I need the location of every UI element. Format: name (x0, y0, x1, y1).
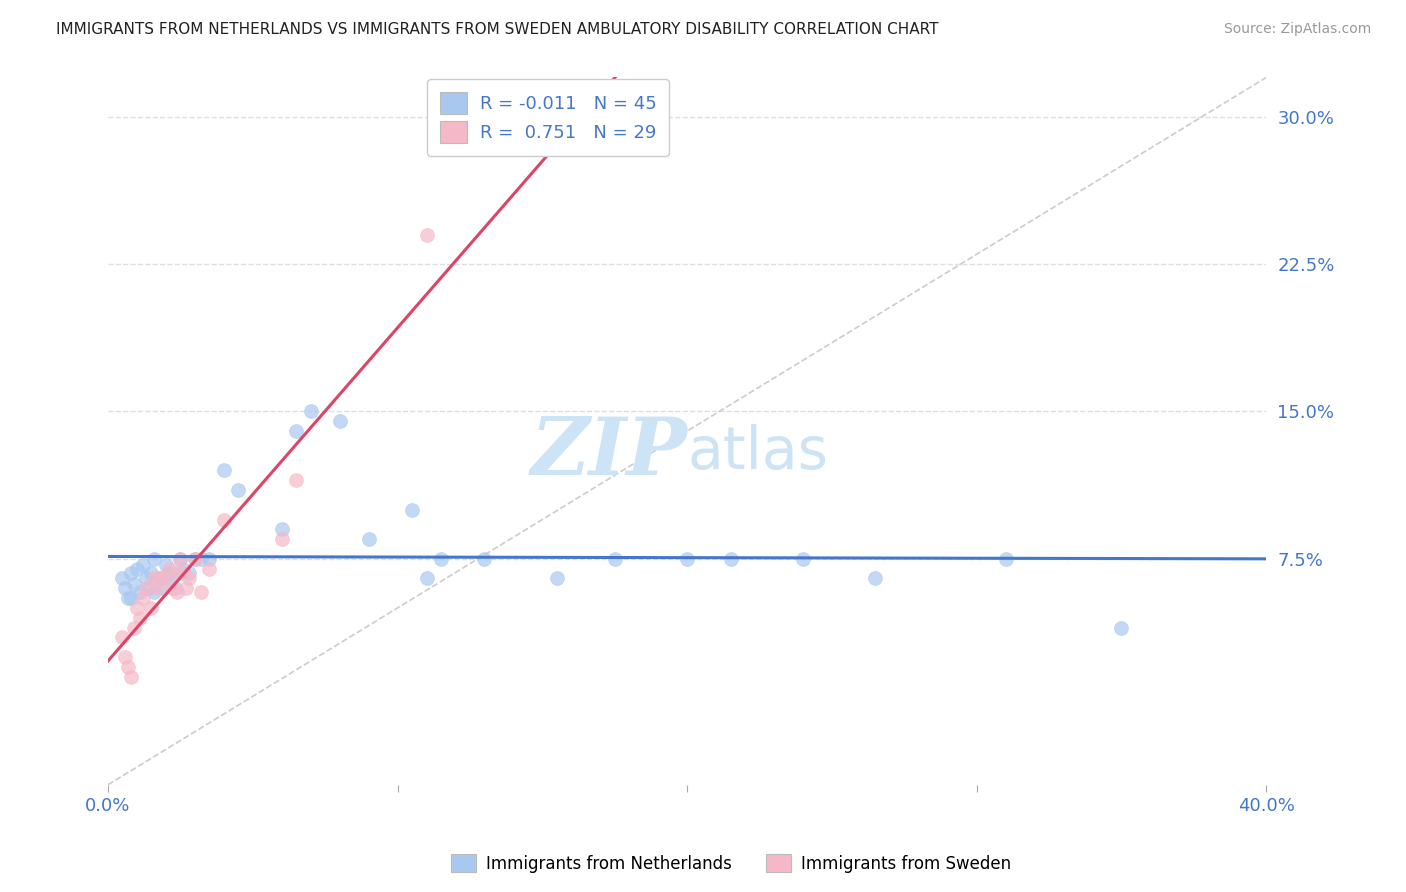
Point (149, 571, 172, 585)
Point (329, 414, 352, 428)
Point (270, 522, 292, 536)
Point (143, 571, 166, 585)
Point (546, 571, 568, 585)
Point (172, 566, 194, 580)
Point (143, 551, 166, 566)
Point (114, 582, 136, 596)
Point (415, 571, 437, 585)
Point (111, 631, 134, 645)
Point (117, 660, 139, 674)
Text: IMMIGRANTS FROM NETHERLANDS VS IMMIGRANTS FROM SWEDEN AMBULATORY DISABILITY CORR: IMMIGRANTS FROM NETHERLANDS VS IMMIGRANT… (56, 22, 939, 37)
Point (152, 582, 174, 596)
Point (149, 571, 172, 585)
Point (401, 502, 423, 516)
Point (720, 551, 742, 566)
Point (190, 585, 212, 599)
Point (120, 591, 142, 606)
Point (177, 566, 200, 580)
Point (792, 551, 814, 566)
Point (111, 571, 134, 585)
Point (270, 532, 292, 546)
Point (169, 551, 191, 566)
Point (198, 561, 221, 575)
Point (138, 582, 160, 596)
Point (865, 571, 887, 585)
Point (212, 512, 235, 526)
Point (169, 551, 191, 566)
Point (120, 566, 142, 580)
Point (114, 650, 136, 665)
Point (125, 561, 148, 575)
Point (135, 582, 157, 596)
Point (676, 551, 699, 566)
Point (174, 582, 197, 596)
Legend: R = -0.011   N = 45, R =  0.751   N = 29: R = -0.011 N = 45, R = 0.751 N = 29 (427, 79, 669, 156)
Point (184, 551, 207, 566)
Point (141, 566, 163, 580)
Point (415, 227, 437, 242)
Point (430, 551, 453, 566)
Point (299, 404, 322, 418)
Text: Source: ZipAtlas.com: Source: ZipAtlas.com (1223, 22, 1371, 37)
Point (122, 621, 145, 635)
Point (141, 601, 163, 615)
Point (166, 585, 188, 599)
Point (128, 585, 150, 599)
Point (117, 591, 139, 606)
Point (172, 561, 194, 575)
Point (163, 566, 186, 580)
Point (184, 551, 207, 566)
Point (163, 582, 186, 596)
Point (160, 582, 183, 596)
Point (190, 551, 212, 566)
Point (357, 532, 380, 546)
Point (122, 577, 145, 591)
Point (212, 463, 235, 477)
Point (474, 551, 496, 566)
Point (198, 551, 221, 566)
Point (177, 571, 200, 585)
Point (285, 424, 308, 438)
Text: ZIP: ZIP (530, 414, 688, 491)
Point (132, 558, 155, 572)
Point (143, 585, 166, 599)
Point (157, 566, 180, 580)
Point (157, 561, 180, 575)
Point (285, 473, 308, 487)
Point (994, 551, 1017, 566)
Point (155, 558, 177, 572)
Point (135, 571, 157, 585)
Point (146, 582, 169, 596)
Point (160, 571, 183, 585)
Point (1111, 621, 1133, 635)
Point (152, 571, 174, 585)
Point (603, 551, 626, 566)
Point (125, 601, 148, 615)
Point (226, 483, 249, 497)
Point (128, 611, 150, 625)
Point (120, 670, 142, 684)
Text: atlas: atlas (688, 424, 828, 481)
Legend: Immigrants from Netherlands, Immigrants from Sweden: Immigrants from Netherlands, Immigrants … (444, 847, 1018, 880)
Point (132, 591, 155, 606)
